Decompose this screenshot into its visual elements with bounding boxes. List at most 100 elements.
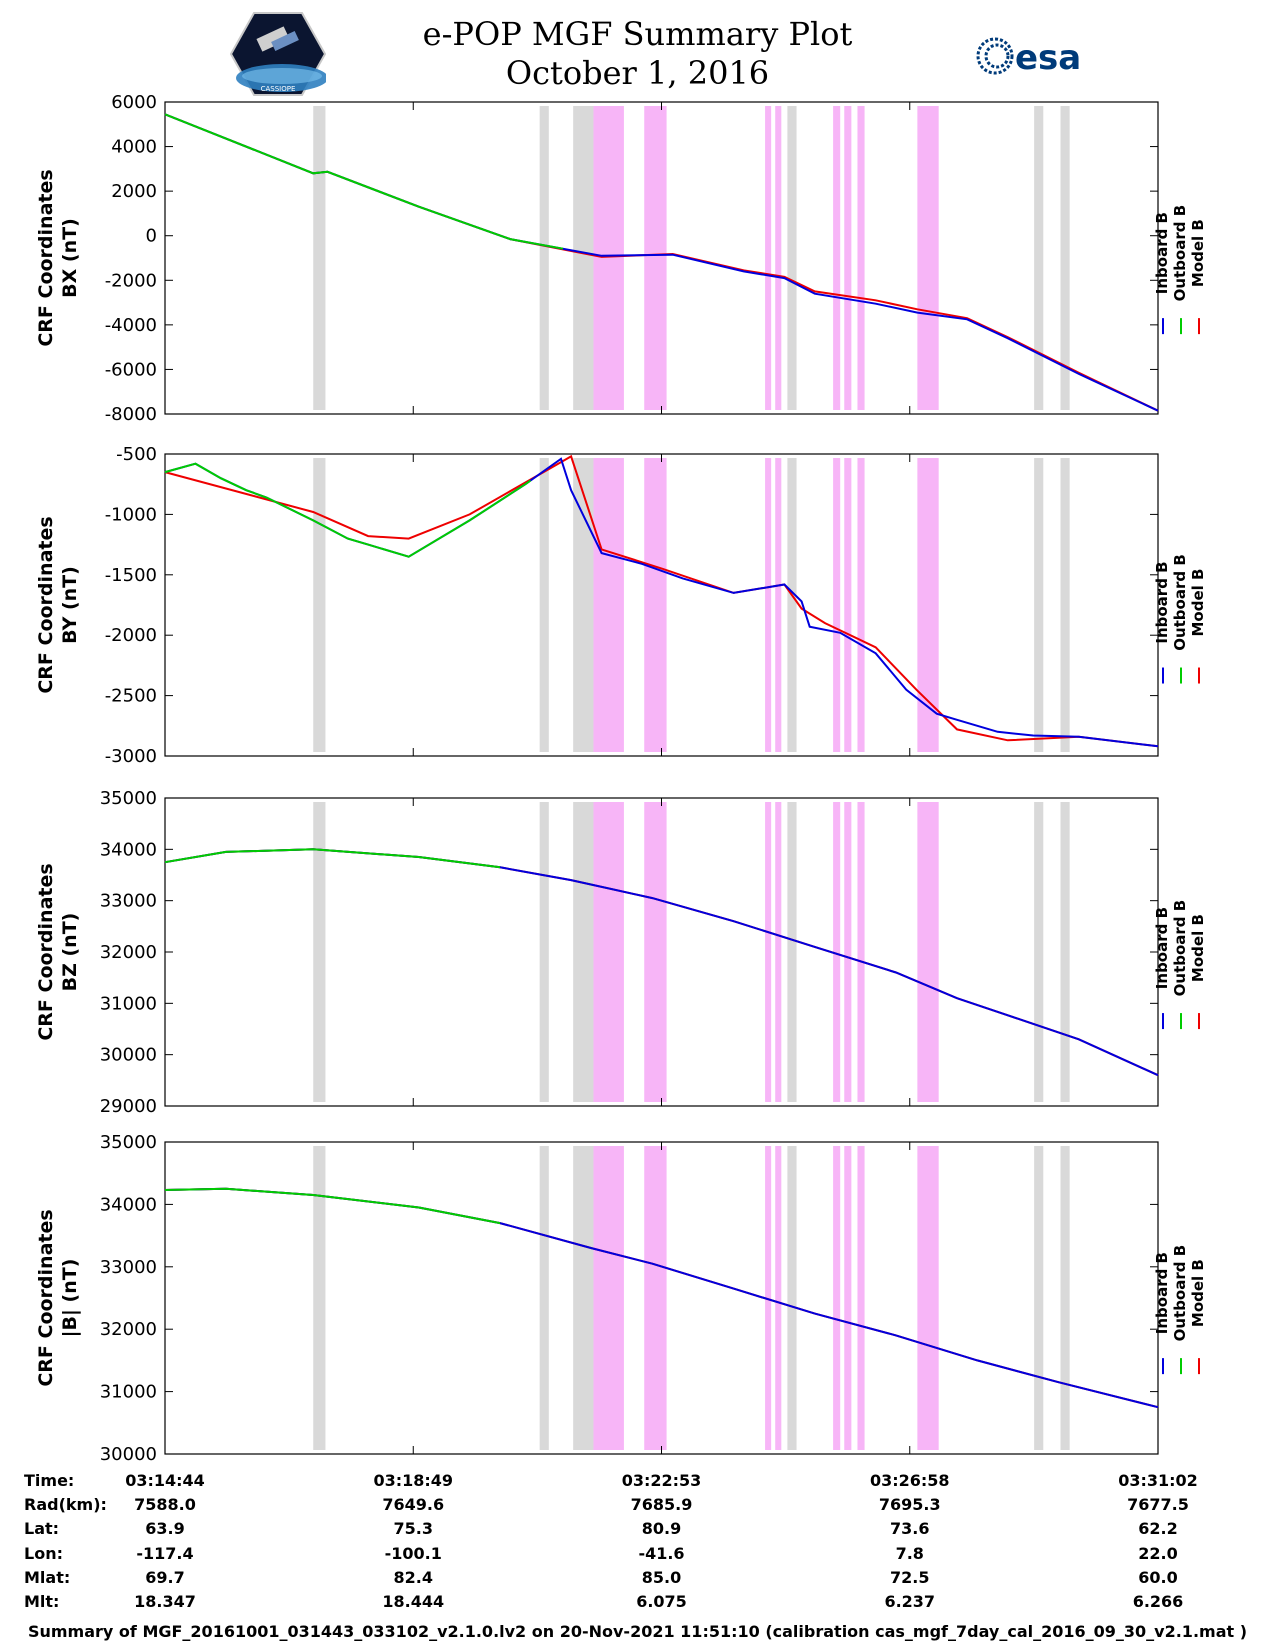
ephemeris-value: -117.4: [136, 1543, 194, 1563]
y-tick-label: 6000: [111, 92, 157, 113]
y-tick-label: 31000: [100, 993, 157, 1014]
gray-band: [787, 1146, 797, 1450]
ephemeris-value: 63.9: [145, 1519, 185, 1539]
y-tick-label: 35000: [100, 1132, 157, 1153]
pink-band: [833, 802, 841, 1102]
ephemeris-row-label: Rad(km):: [24, 1495, 107, 1515]
ephemeris-row-label: Mlt:: [24, 1592, 60, 1611]
ephemeris-value: 18.444: [382, 1592, 445, 1611]
ephemeris-value: 6.266: [1132, 1592, 1184, 1611]
gray-band: [539, 458, 549, 752]
pink-band: [593, 1146, 624, 1450]
pink-band: [833, 458, 841, 752]
y-tick-label: 35000: [100, 788, 157, 809]
gray-band: [313, 1146, 326, 1450]
plot-title: e-POP MGF Summary Plot: [422, 15, 853, 53]
ephemeris-row-label: Lon:: [24, 1543, 63, 1563]
gray-band: [787, 802, 797, 1102]
esa-logo-text: esa: [1015, 38, 1081, 78]
ephemeris-row-label: Mlat:: [24, 1567, 71, 1587]
gray-band: [313, 106, 326, 410]
pink-band: [844, 106, 852, 410]
legend-label: Outboard B: [1171, 205, 1189, 302]
pink-band: [844, 458, 852, 752]
pink-band: [765, 106, 772, 410]
gray-band: [1060, 1146, 1070, 1450]
ephemeris-value: 03:22:53: [621, 1471, 702, 1490]
pink-band: [857, 802, 865, 1102]
pink-band: [857, 106, 865, 410]
pink-band: [644, 1146, 667, 1450]
gray-band: [787, 458, 797, 752]
y-tick-label: 4000: [111, 137, 157, 158]
pink-band: [765, 1146, 772, 1450]
pink-band: [917, 458, 939, 752]
ephemeris-value: 80.9: [641, 1519, 682, 1539]
pink-band: [833, 106, 841, 410]
panel-1: [164, 101, 1200, 415]
pink-band: [775, 106, 782, 410]
pink-band: [833, 1146, 841, 1450]
ephemeris-value: 03:14:44: [125, 1471, 205, 1490]
y-tick-label: -6000: [105, 359, 157, 380]
y-tick-label: 34000: [100, 1194, 157, 1215]
pink-band: [775, 802, 782, 1102]
outboard-b-line: [164, 462, 532, 558]
pink-band: [917, 1146, 939, 1450]
pink-band: [917, 106, 939, 410]
ephemeris-row: Lon: -117.4 -100.1 -41.6 7.8 22.0: [0, 1544, 1275, 1568]
ephemeris-value: 82.4: [393, 1567, 433, 1587]
ephemeris-row: Mlt: 18.347 18.444 6.075 6.237 6.266: [0, 1592, 1275, 1616]
gray-band: [573, 1146, 594, 1450]
cassiope-logo-text: CASSIOPE: [261, 85, 296, 93]
legend-label: Inboard B: [1153, 1252, 1171, 1334]
y-axis-label: CRF Coordinates: [35, 169, 57, 346]
ephemeris-value: 6.075: [636, 1592, 687, 1611]
y-tick-label: 32000: [100, 1319, 157, 1340]
gray-band: [1034, 458, 1044, 752]
y-tick-label: -1000: [105, 504, 157, 525]
footer-caption: Summary of MGF_20161001_031443_033102_v2…: [27, 1622, 1248, 1641]
gray-band: [573, 458, 594, 752]
gray-band: [1060, 106, 1070, 410]
y-axis-label: CRF Coordinates: [35, 1209, 57, 1386]
pink-band: [775, 1146, 782, 1450]
gray-band: [539, 1146, 549, 1450]
gray-band: [539, 802, 549, 1102]
pink-band: [857, 458, 865, 752]
ephemeris-row-label: Time:: [24, 1471, 75, 1490]
pink-band: [644, 106, 667, 410]
ephemeris-row: Time: 03:14:44 03:18:49 03:22:53 03:26:58 03:…: [0, 1471, 1275, 1495]
ephemeris-value: 03:26:58: [869, 1471, 950, 1490]
ephemeris-value: -100.1: [384, 1543, 442, 1563]
gray-band: [573, 802, 594, 1102]
legend-label: Inboard B: [1153, 907, 1171, 989]
y-tick-label: 2000: [111, 181, 157, 202]
pink-band: [593, 106, 624, 410]
ephemeris-value: 7695.3: [878, 1495, 941, 1515]
ephemeris-value: 6.237: [884, 1592, 936, 1611]
ephemeris-value: 7588.0: [134, 1495, 196, 1515]
ephemeris-value: 18.347: [134, 1592, 196, 1611]
ephemeris-row: Rad(km): 7588.0 7649.6 7685.9 7695.3 7677.5: [0, 1495, 1275, 1519]
y-tick-label: -500: [116, 444, 157, 465]
ephemeris-row-label: Lat:: [24, 1519, 60, 1539]
legend-label: Outboard B: [1171, 554, 1189, 651]
ephemeris-row: Mlat: 69.7 82.4 85.0 72.5 60.0: [0, 1568, 1275, 1592]
y-tick-label: 30000: [100, 1444, 157, 1465]
pink-band: [765, 458, 772, 752]
y-tick-label: 33000: [100, 891, 157, 912]
ephemeris-value: 85.0: [641, 1567, 682, 1587]
y-tick-label: -3000: [105, 746, 157, 767]
gray-band: [313, 802, 326, 1102]
y-tick-label: -2000: [105, 270, 157, 291]
y-tick-label: 29000: [100, 1096, 157, 1117]
panel-3: [164, 797, 1200, 1107]
gray-band: [1034, 802, 1044, 1102]
gray-band: [1034, 106, 1044, 410]
y-tick-label: 33000: [100, 1257, 157, 1278]
legend-label: Model B: [1189, 1259, 1207, 1327]
cassiope-logo: CASSIOPE: [230, 12, 326, 96]
esa-logo: esa: [976, 37, 1081, 78]
y-tick-label: 31000: [100, 1382, 157, 1403]
